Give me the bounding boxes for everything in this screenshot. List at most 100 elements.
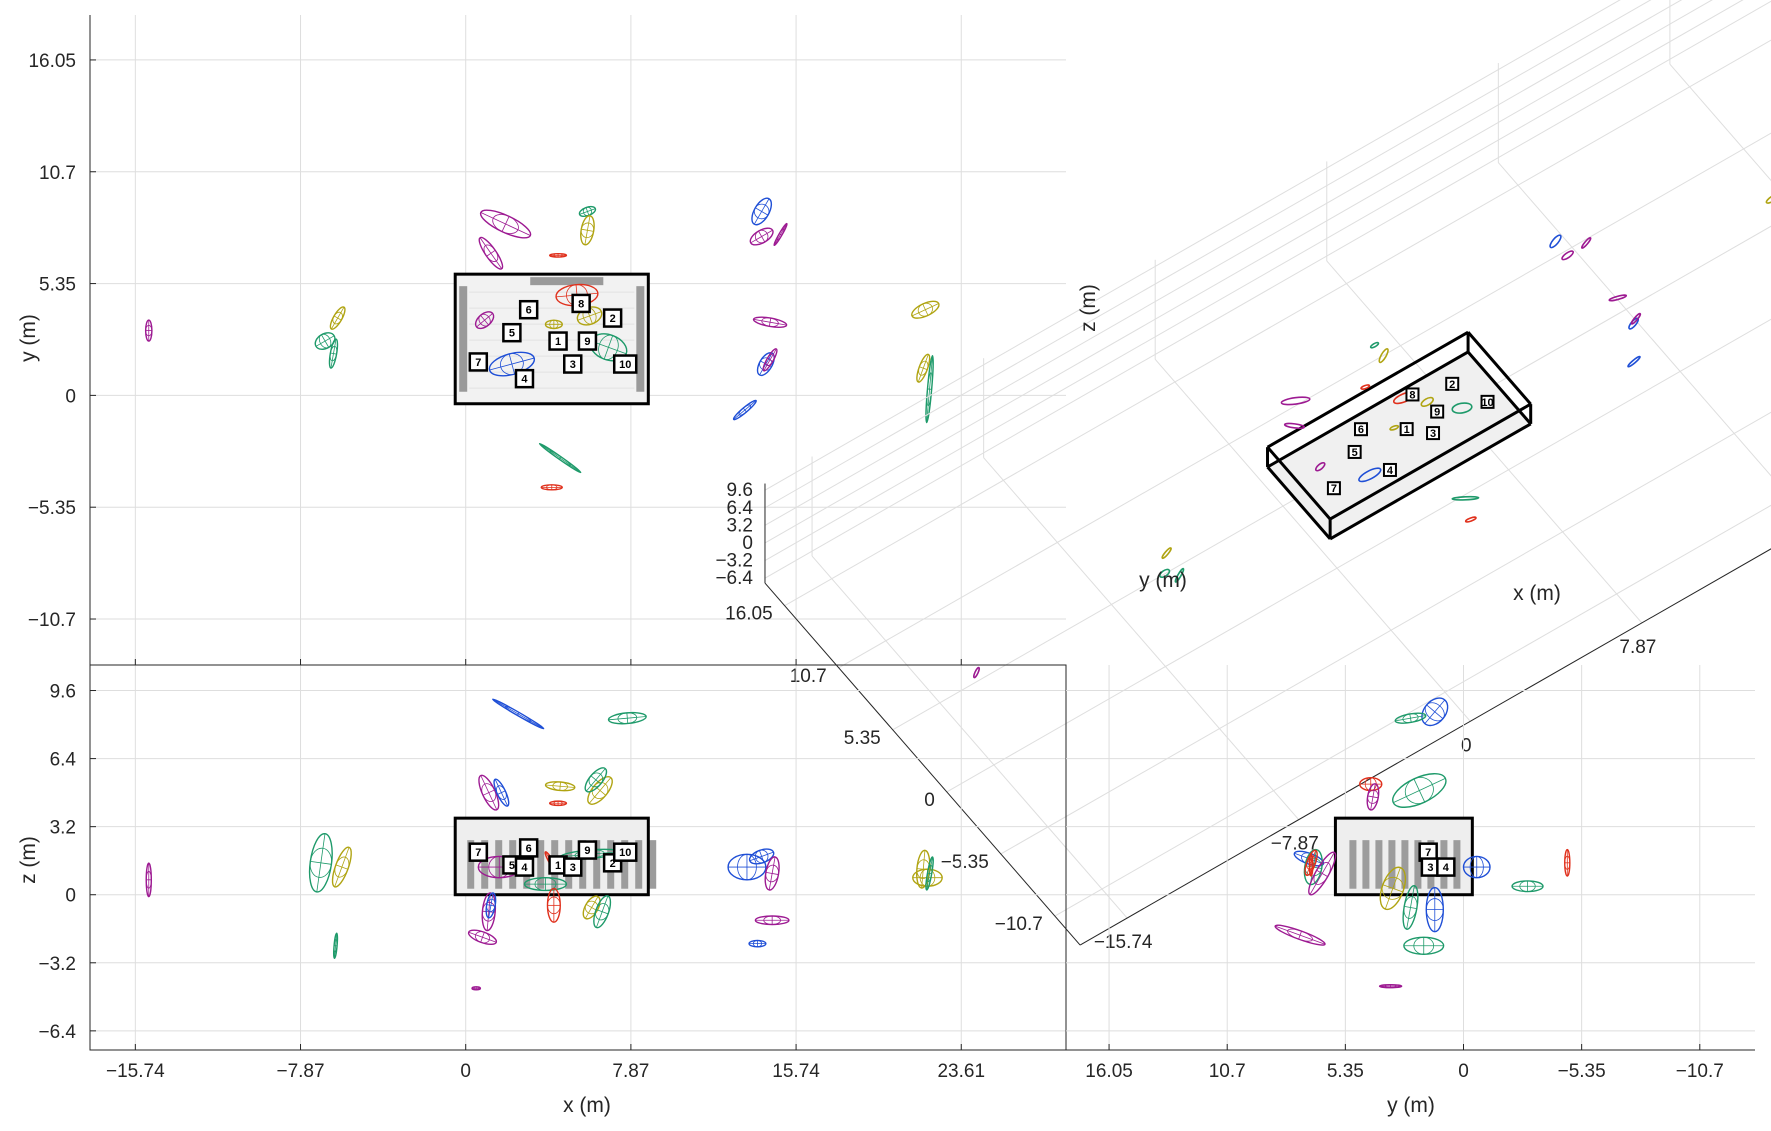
room-wall xyxy=(636,286,645,392)
sensor-label: 3 xyxy=(570,862,576,874)
uncertainty-ellipse xyxy=(748,939,767,948)
uncertainty-ellipse xyxy=(1366,783,1380,811)
side-view-plot: 16.05 10.7 5.35 0 −5.35 −10.7 7 3 4 xyxy=(1066,665,1755,1082)
uncertainty-ellipse xyxy=(925,856,934,891)
uncertainty-ellipse xyxy=(1765,193,1771,204)
ellipse-outline xyxy=(1464,516,1477,523)
room-panel xyxy=(1388,840,1396,889)
uncertainty-ellipse xyxy=(749,227,774,246)
uncertainty-ellipse xyxy=(1392,773,1447,808)
uncertainty-ellipse xyxy=(333,932,339,960)
uncertainty-ellipse xyxy=(973,666,981,679)
ellipse-axis xyxy=(581,228,594,232)
y-tick-label: 10.7 xyxy=(790,666,827,687)
room-panel xyxy=(481,840,489,889)
sensor-box xyxy=(1445,376,1460,391)
room-panel xyxy=(537,840,545,889)
sensor-label: 10 xyxy=(1481,397,1493,409)
x-tick-label: 5.35 xyxy=(1327,1061,1364,1082)
grid-line xyxy=(784,39,1771,607)
ellipse-outline xyxy=(1627,355,1641,368)
y-tick-label: 5.35 xyxy=(844,728,881,749)
z-tick-label: 0 xyxy=(742,533,753,554)
x-tick-label: −7.87 xyxy=(1271,834,1319,855)
room-panel xyxy=(1349,840,1357,889)
y-tick-label: −3.2 xyxy=(38,954,76,975)
uncertainty-ellipse xyxy=(1358,467,1382,483)
uncertainty-ellipse xyxy=(331,846,352,888)
uncertainty-ellipse xyxy=(1161,547,1172,560)
front-view-plot: −15.74 −7.87 0 7.87 15.74 23.61 9.6 6.4 3.2 0 −3.2… xyxy=(38,664,1067,1082)
uncertainty-ellipse xyxy=(1378,983,1403,989)
uncertainty-ellipse xyxy=(587,776,613,805)
x-tick-label: −15.74 xyxy=(1094,932,1153,953)
uncertainty-ellipse xyxy=(1379,866,1407,911)
uncertainty-ellipse xyxy=(1174,567,1185,583)
uncertainty-ellipse xyxy=(916,353,931,383)
ellipse-axis xyxy=(1298,931,1302,940)
uncertainty-ellipse xyxy=(1402,885,1419,930)
sensor-box xyxy=(1353,422,1368,437)
uncertainty-ellipse xyxy=(773,222,788,247)
3d-view-plot: −15.74−7.8707.8715.7423.6116.0510.75.350… xyxy=(715,0,1771,953)
grid-line xyxy=(838,132,1771,669)
3d-plot-z-label: z (m) xyxy=(1077,284,1100,332)
uncertainty-ellipse xyxy=(314,332,336,350)
uncertainty-ellipse xyxy=(145,862,153,898)
ellipse-axis xyxy=(742,407,747,413)
sensor-label: 4 xyxy=(521,374,528,386)
sensor-label: 7 xyxy=(475,847,481,859)
ellipse-axis xyxy=(333,315,342,321)
sensor-label: 1 xyxy=(555,860,561,872)
uncertainty-ellipse xyxy=(144,319,153,342)
sensor-box xyxy=(1426,426,1441,441)
sensor-label: 5 xyxy=(509,860,515,872)
uncertainty-ellipse xyxy=(1451,402,1473,414)
grid-line xyxy=(764,0,1652,509)
y-tick-label: 3.2 xyxy=(50,818,76,839)
ellipse-outline xyxy=(1549,234,1562,249)
x-tick-label: 0 xyxy=(1458,1061,1469,1082)
sensor-label: 1 xyxy=(1404,424,1410,436)
room-wall xyxy=(530,277,604,286)
uncertainty-ellipse xyxy=(1608,294,1628,302)
room-panel xyxy=(1375,840,1383,889)
sensor-label: 2 xyxy=(610,858,616,870)
ellipse-axis xyxy=(626,712,629,724)
3d-plot-x-label: x (m) xyxy=(1513,582,1561,605)
uncertainty-ellipse xyxy=(523,877,568,892)
ellipse-axis xyxy=(480,315,489,326)
z-tick-label: 6.4 xyxy=(727,498,754,519)
room-edge xyxy=(1266,350,1469,469)
ellipse-axis xyxy=(596,909,609,915)
ellipse-outline xyxy=(1608,294,1628,302)
uncertainty-ellipse xyxy=(493,778,510,807)
ellipse-axis xyxy=(1404,905,1417,909)
sensor-label: 6 xyxy=(526,305,532,317)
uncertainty-ellipse xyxy=(1403,936,1445,955)
ellipse-outline xyxy=(1161,547,1172,560)
y-tick-label: 9.6 xyxy=(50,682,76,703)
ellipse-axis xyxy=(1413,778,1426,803)
ellipse-axis xyxy=(480,932,485,943)
room-panel xyxy=(579,840,587,889)
uncertainty-ellipse xyxy=(751,197,773,226)
uncertainty-ellipse xyxy=(1549,234,1562,249)
sensor-box xyxy=(1430,404,1445,419)
ellipse-outline xyxy=(1765,193,1771,204)
room-wall xyxy=(459,286,468,392)
ellipse-axis xyxy=(321,334,330,348)
grid-line xyxy=(1497,162,1771,477)
sensor-label: 2 xyxy=(1449,379,1455,391)
y-tick-label: 0 xyxy=(65,386,76,407)
uncertainty-ellipse xyxy=(925,354,934,424)
uncertainty-ellipse xyxy=(1425,886,1444,933)
uncertainty-ellipse xyxy=(1274,924,1326,946)
sensor-label: 6 xyxy=(1358,424,1364,436)
ellipse-axis xyxy=(558,456,562,460)
ellipse-outline xyxy=(1630,312,1642,325)
grid-line xyxy=(764,0,1621,491)
room-edge xyxy=(1466,331,1532,406)
uncertainty-ellipse xyxy=(544,781,576,792)
